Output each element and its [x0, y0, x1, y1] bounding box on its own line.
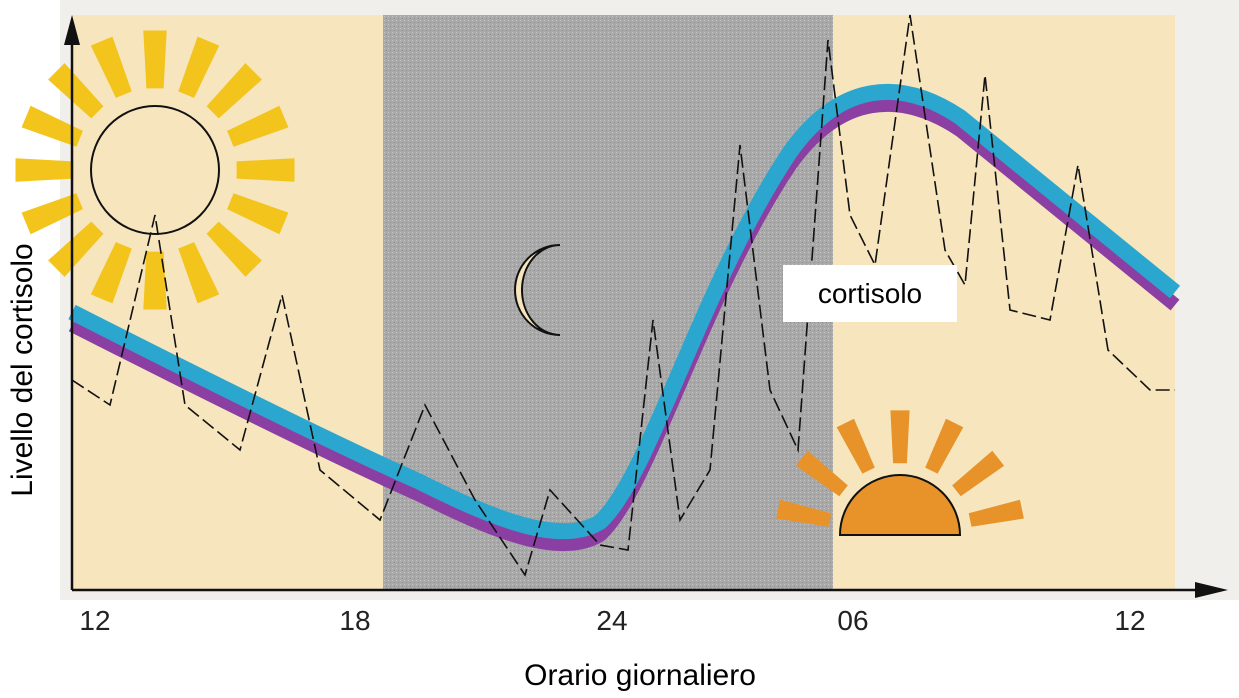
sun-ray	[237, 158, 295, 181]
x-tick-label: 24	[596, 605, 627, 636]
sun-ray	[143, 31, 166, 89]
curve-label: cortisolo	[818, 278, 922, 309]
x-tick-label: 18	[339, 605, 370, 636]
x-tick-label: 12	[79, 605, 110, 636]
y-axis-title: Livello del cortisolo	[6, 243, 39, 496]
x-tick-label: 06	[837, 605, 868, 636]
x-axis-title: Orario giornaliero	[524, 659, 756, 692]
page: {"axis": {"y_title": "Livello del cortis…	[0, 0, 1239, 693]
sun-ray	[143, 252, 166, 310]
sun-ray	[890, 410, 909, 463]
diagram: 12 18 24 06 12 Orario giornaliero Livell…	[0, 0, 1239, 693]
sun-ray	[16, 158, 74, 181]
x-tick-label: 12	[1114, 605, 1145, 636]
